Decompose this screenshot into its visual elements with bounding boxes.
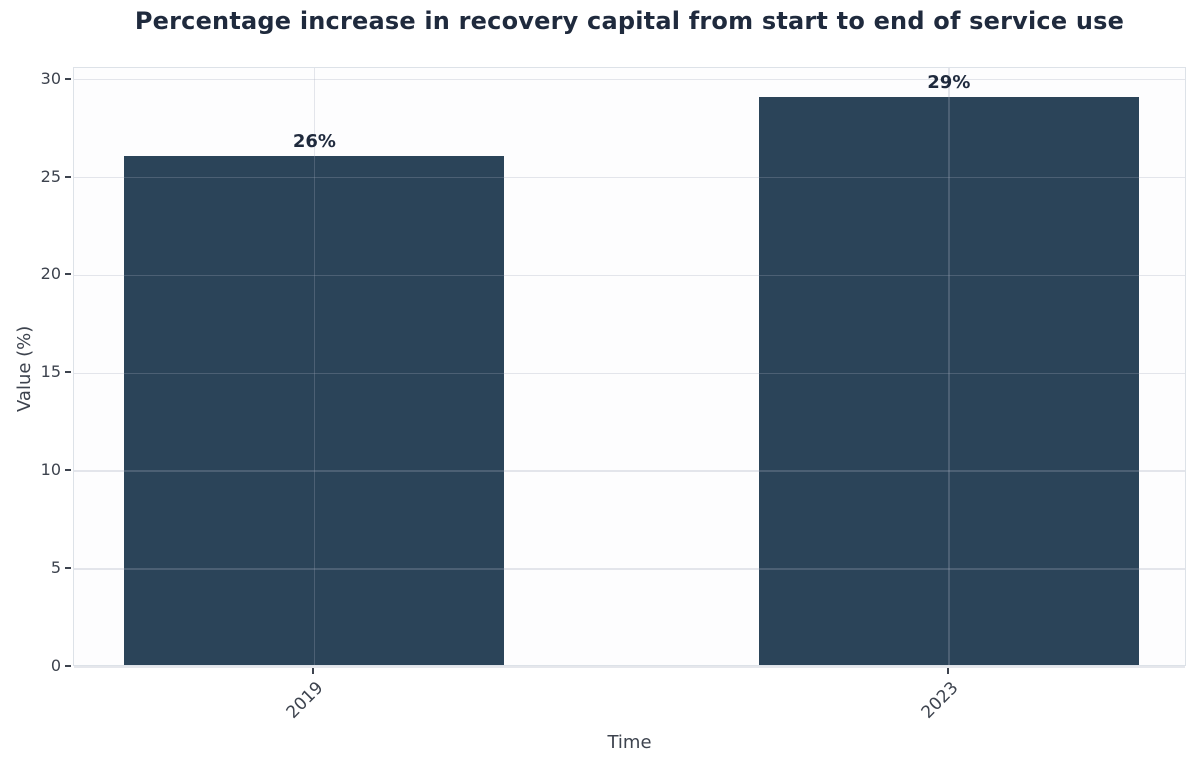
plot-area: 26% 29% [73, 67, 1186, 668]
gridline-h [74, 274, 1185, 277]
bar-2023 [758, 97, 1139, 665]
x-tick-label: 2023 [917, 678, 962, 723]
y-tick-label: 25 [40, 166, 61, 186]
y-tick-label: 10 [40, 460, 61, 480]
bar-value-label: 29% [927, 72, 971, 94]
gridline-h [74, 372, 1185, 375]
y-tick-label: 5 [50, 558, 61, 578]
gridline-h [74, 470, 1185, 472]
y-tick-mark [65, 273, 71, 276]
bar-2019 [124, 156, 505, 665]
chart-title: Percentage increase in recovery capital … [134, 7, 1125, 35]
y-tick-label: 0 [50, 656, 61, 675]
gridline-h [74, 568, 1185, 570]
gridline-v [948, 68, 950, 665]
y-tick-label: 30 [40, 68, 61, 88]
y-tick-mark [65, 175, 71, 178]
x-tick-label: 2019 [282, 678, 328, 723]
x-tick-mark [946, 668, 949, 674]
y-tick-label: 20 [40, 264, 61, 284]
gridline-h [74, 666, 1185, 668]
gridline-h [74, 78, 1185, 81]
y-tick-label: 15 [40, 362, 61, 382]
bar-value-label: 26% [292, 131, 336, 153]
gridline-h [74, 176, 1185, 179]
y-tick-mark [65, 77, 71, 80]
y-tick-mark [65, 665, 71, 667]
y-tick-mark [65, 371, 71, 374]
gridline-v [313, 68, 316, 665]
y-tick-mark [65, 567, 71, 570]
y-tick-mark [65, 469, 71, 472]
x-axis-label: Time [607, 732, 652, 753]
x-tick-mark [312, 668, 315, 674]
